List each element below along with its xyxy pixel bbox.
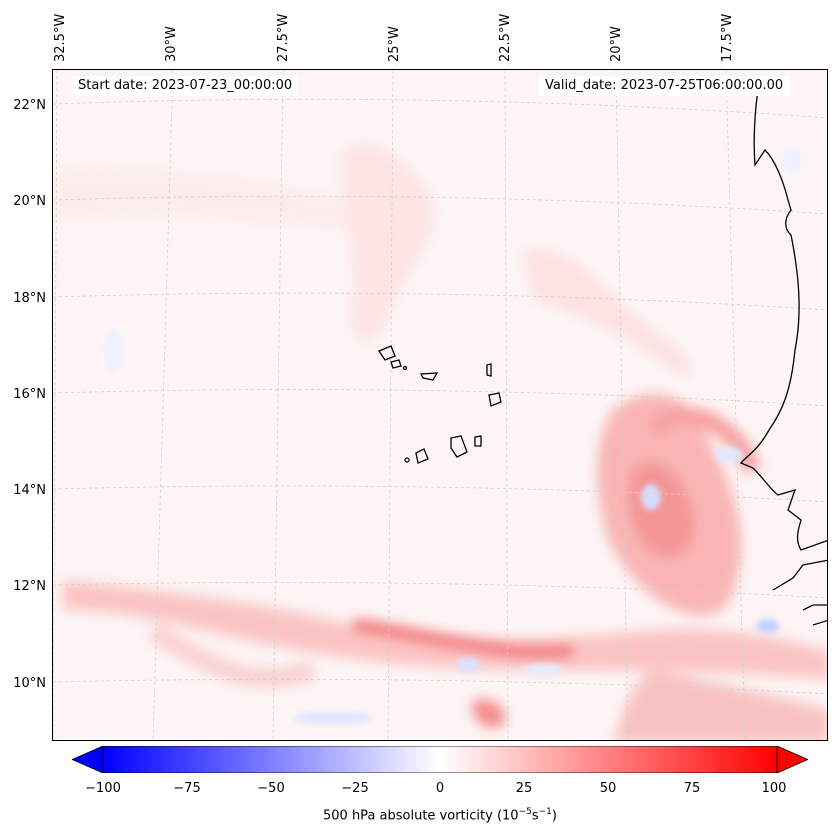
lat-label-20n: 20°N [13,194,46,209]
lon-label-17-5w: 17.5°W [720,13,735,62]
cape-verde-islands [378,345,502,464]
colorbar-tick: −25 [341,781,369,796]
lon-label-27-5w: 27.5°W [276,13,291,62]
lat-label-14n: 14°N [13,483,46,498]
colorbar-tick: −75 [173,781,201,796]
map-canvas [53,70,827,740]
colorbar-gradient [102,746,778,773]
colorbar-tick: 25 [515,781,533,796]
units-base: 10 [502,808,519,824]
colorbar-variable: 500 hPa absolute vorticity [323,808,493,824]
colorbar [72,746,808,773]
colorbar-tick: −50 [257,781,285,796]
colorbar-high-extend [776,746,808,773]
units-exp2: −1 [538,807,552,817]
graticule [53,70,827,740]
vorticity-map [52,69,828,741]
colorbar-tick: −100 [85,781,121,796]
colorbar-tick: 0 [435,781,445,796]
colorbar-tick: 50 [599,781,617,796]
units-exp1: −5 [518,807,532,817]
coastline [739,89,827,626]
colorbar-tick: 75 [683,781,701,796]
lon-label-25w: 25°W [387,26,402,62]
negative-vorticity [105,148,805,724]
lat-label-12n: 12°N [13,579,46,594]
lon-label-22-5w: 22.5°W [498,13,513,62]
colorbar-label: 500 hPa absolute vorticity (10−5s−1) [323,807,557,824]
colorbar-tick: 100 [761,781,787,796]
colorbar-low-extend [72,746,104,773]
lon-label-32-5w: 32.5°W [53,13,68,62]
lon-label-30w: 30°W [164,26,179,62]
start-date-label: Start date: 2023-07-23_00:00:00 [72,76,299,96]
lon-label-20w: 20°W [609,26,624,62]
lat-label-16n: 16°N [13,387,46,402]
valid-date-label: Valid_date: 2023-07-25T06:00:00.00 [539,76,790,96]
lat-label-18n: 18°N [13,291,46,306]
lat-label-10n: 10°N [13,676,46,691]
vorticity-field [53,143,827,740]
lat-label-22n: 22°N [13,98,46,113]
units-s: s [531,808,539,824]
